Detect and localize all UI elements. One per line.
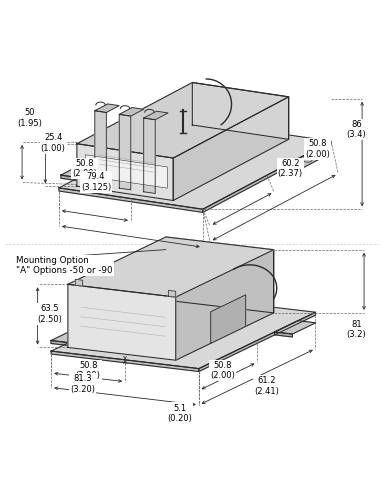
Polygon shape [275, 332, 292, 337]
Polygon shape [59, 120, 331, 209]
Polygon shape [211, 295, 246, 343]
Polygon shape [95, 104, 119, 112]
Polygon shape [144, 118, 155, 194]
Text: 81.3
(3.20): 81.3 (3.20) [70, 374, 95, 394]
Polygon shape [119, 114, 131, 190]
Text: 63.5
(2.50): 63.5 (2.50) [37, 304, 62, 324]
Polygon shape [61, 161, 104, 178]
Polygon shape [85, 155, 167, 188]
Text: 79.4
(3.125): 79.4 (3.125) [81, 172, 111, 192]
Polygon shape [68, 284, 176, 360]
Text: 61.2
(2.41): 61.2 (2.41) [254, 376, 279, 396]
Polygon shape [68, 237, 274, 297]
Polygon shape [51, 329, 92, 343]
Text: Mounting Option
"A" Options -50 or -90: Mounting Option "A" Options -50 or -90 [16, 256, 113, 275]
Text: 50
(1.95): 50 (1.95) [18, 108, 42, 128]
Text: 50.8
(2.00): 50.8 (2.00) [305, 139, 330, 159]
Polygon shape [192, 83, 289, 139]
Text: 50.8
(2.00): 50.8 (2.00) [210, 361, 235, 380]
Polygon shape [75, 279, 83, 286]
Text: 5.1
(0.20): 5.1 (0.20) [167, 404, 192, 423]
Text: 50.8
(2.00): 50.8 (2.00) [72, 159, 97, 178]
Text: 50.8
(2.00): 50.8 (2.00) [76, 361, 101, 380]
Polygon shape [173, 97, 289, 201]
Polygon shape [61, 175, 78, 181]
Polygon shape [168, 290, 176, 297]
Polygon shape [203, 141, 331, 212]
Polygon shape [286, 151, 329, 168]
Text: 25.4
(1.00): 25.4 (1.00) [41, 134, 66, 153]
Polygon shape [51, 351, 199, 371]
Polygon shape [199, 312, 316, 371]
Polygon shape [51, 295, 316, 368]
Polygon shape [77, 144, 173, 201]
Polygon shape [275, 321, 316, 334]
Polygon shape [286, 165, 303, 171]
Text: 60.2
(2.37): 60.2 (2.37) [278, 159, 303, 178]
Polygon shape [176, 250, 274, 360]
Polygon shape [51, 341, 69, 346]
Polygon shape [77, 83, 289, 158]
Polygon shape [95, 111, 106, 186]
Text: 81
(3.2): 81 (3.2) [346, 320, 366, 339]
Polygon shape [144, 111, 168, 120]
Polygon shape [59, 188, 203, 212]
Text: 86
(3.4): 86 (3.4) [346, 120, 366, 139]
Polygon shape [166, 237, 274, 313]
Polygon shape [119, 107, 144, 116]
